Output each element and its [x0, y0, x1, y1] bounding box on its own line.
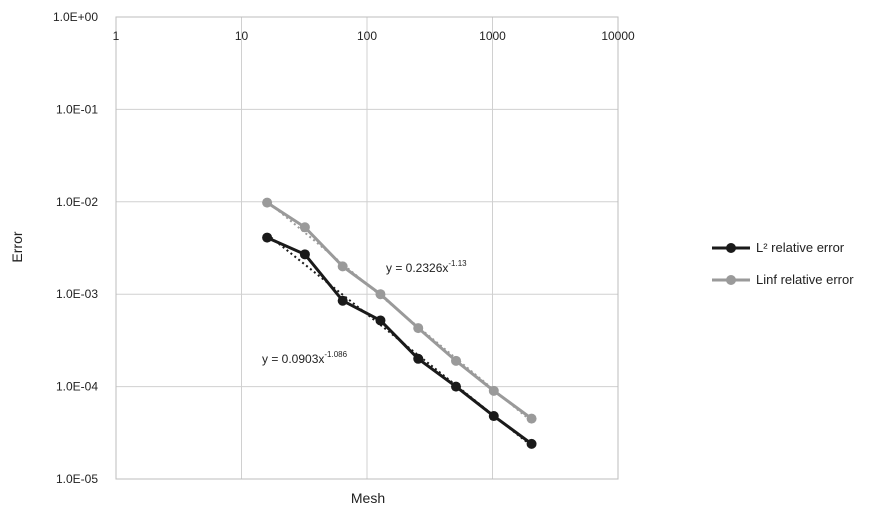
trendline-equation-l2-base: y = 0.0903x [262, 352, 324, 366]
data-point [413, 323, 424, 334]
trendline-equation-linf-exponent: -1.13 [448, 259, 467, 268]
x-tick-label: 10 [235, 29, 249, 43]
x-tick-label: 100 [357, 29, 377, 43]
data-point [299, 249, 310, 260]
data-point [375, 289, 386, 300]
trendline-equation-linf: y = 0.2326x-1.13 [386, 259, 467, 275]
tick-labels: 1 10 100 1000 10000 1.0E+00 1.0E-01 1.0E-02 1.0E… [53, 10, 635, 486]
data-point [488, 411, 499, 422]
legend-label-l2: L² relative error [756, 240, 845, 255]
legend-label-linf: Linf relative error [756, 272, 854, 287]
data-point [337, 295, 348, 306]
y-tick-label: 1.0E-05 [56, 472, 98, 486]
data-point [526, 413, 537, 424]
legend-swatch-marker-linf [726, 275, 736, 285]
data-point [451, 381, 462, 392]
legend: L² relative error Linf relative error [712, 240, 854, 287]
data-point [488, 385, 499, 396]
trendline-equation-l2: y = 0.0903x-1.086 [262, 350, 348, 366]
series-lines [266, 201, 533, 446]
data-points [262, 197, 537, 449]
series-line [266, 201, 533, 420]
x-tick-label: 1 [113, 29, 120, 43]
data-point [262, 232, 273, 243]
grid [115, 16, 619, 480]
y-tick-label: 1.0E+00 [53, 10, 98, 24]
x-tick-label: 10000 [601, 29, 635, 43]
trendlines [266, 200, 533, 447]
trendline-equation-l2-exponent: -1.086 [324, 350, 347, 359]
data-point [337, 261, 348, 272]
plot-area-border [115, 16, 619, 480]
series-line [266, 236, 533, 446]
y-axis-label: Error [9, 231, 25, 262]
x-tick-label: 1000 [479, 29, 506, 43]
data-point [299, 222, 310, 233]
trendline [266, 233, 533, 447]
x-axis-label: Mesh [351, 490, 385, 506]
data-point [526, 438, 537, 449]
y-tick-label: 1.0E-01 [56, 102, 98, 116]
y-tick-label: 1.0E-02 [56, 195, 98, 209]
legend-swatch-marker-l2 [726, 243, 736, 253]
data-point [375, 315, 386, 326]
trendline-equation-linf-base: y = 0.2326x [386, 261, 448, 275]
data-point [262, 197, 273, 208]
data-point [451, 355, 462, 366]
data-point [413, 353, 424, 364]
y-tick-label: 1.0E-03 [56, 287, 98, 301]
y-tick-label: 1.0E-04 [56, 380, 98, 394]
